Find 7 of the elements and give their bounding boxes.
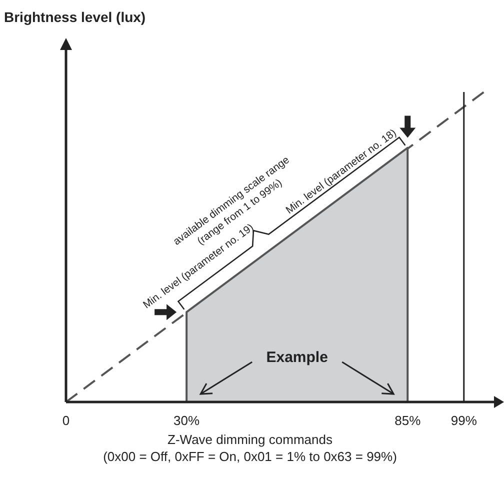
x-tick-label: 85% — [394, 413, 422, 428]
y-axis-title: Brightness level (lux) — [4, 9, 146, 25]
annotation: Example — [266, 349, 328, 366]
x-tick-label: 30% — [174, 413, 200, 428]
x-tick-label: 99% — [450, 413, 478, 428]
x-tick-label: 0 — [62, 413, 70, 428]
x-axis-title: Z-Wave dimming commands (0x00 = Off, 0xFF = On, 0x01 = 1% to 0x63 = 99%) — [103, 432, 397, 464]
